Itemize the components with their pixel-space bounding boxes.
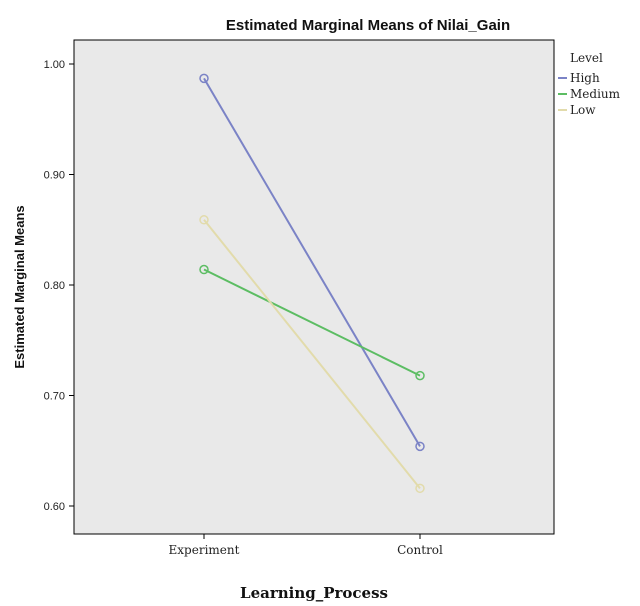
legend-label-medium: Medium: [570, 87, 621, 101]
legend-label-low: Low: [570, 103, 596, 117]
chart-title: Estimated Marginal Means of Nilai_Gain: [226, 17, 510, 34]
y-tick-label: 1.00: [44, 59, 65, 71]
data-point-medium: [199, 264, 209, 275]
plot-area: [73, 39, 555, 535]
y-tick-label: 0.60: [44, 501, 65, 513]
series-line-high: [203, 77, 421, 447]
y-axis: 0.60 0.70 0.80 0.90 1.00: [44, 59, 74, 513]
y-tick-label: 0.90: [44, 170, 65, 182]
legend-title: Level: [570, 51, 603, 65]
y-axis-label: Estimated Marginal Means: [12, 205, 27, 368]
data-point-low: [415, 483, 425, 494]
legend-label-high: High: [570, 71, 600, 85]
data-point-high: [415, 441, 425, 452]
data-point-low: [199, 215, 209, 225]
x-axis: Experiment Control: [169, 534, 443, 557]
x-tick-label: Control: [397, 543, 443, 557]
x-tick-label: Experiment: [169, 543, 240, 557]
y-tick-label: 0.70: [44, 391, 65, 403]
series-group: [199, 73, 425, 494]
x-axis-label: Learning_Process: [240, 584, 388, 602]
legend: Level High Medium Low: [558, 51, 621, 117]
series-line-medium: [203, 268, 421, 377]
data-point-medium: [415, 370, 425, 381]
y-tick-label: 0.80: [44, 280, 65, 292]
series-line-low: [203, 219, 421, 489]
data-point-high: [199, 73, 209, 84]
